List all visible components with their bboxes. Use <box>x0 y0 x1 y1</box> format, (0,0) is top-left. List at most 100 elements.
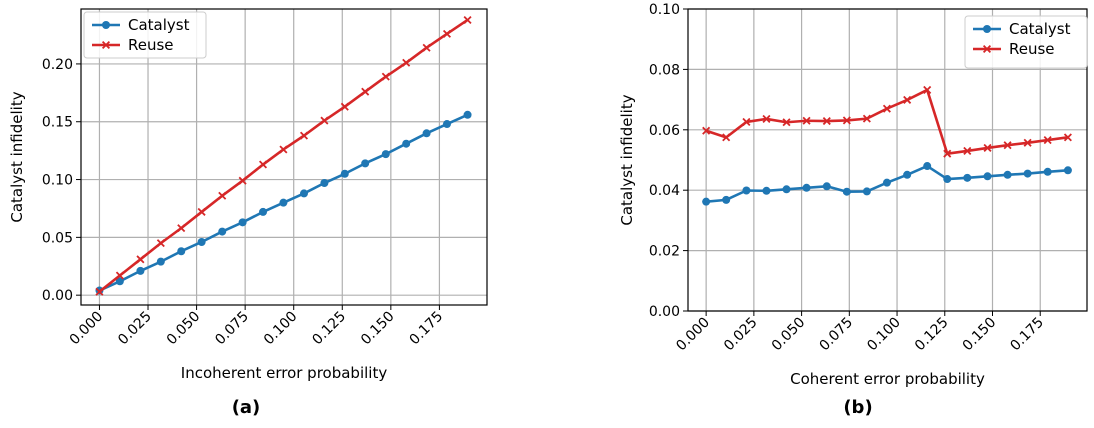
data-point <box>422 43 431 52</box>
legend-label-catalyst: Catalyst <box>1009 20 1071 38</box>
y-tick-label: 0.08 <box>649 62 680 78</box>
data-point <box>943 175 952 184</box>
legend-marker-catalyst <box>983 25 991 33</box>
x-tick-label: 0.150 <box>358 309 398 349</box>
legend-marker-reuse <box>982 44 992 54</box>
data-point <box>442 120 451 129</box>
data-point <box>136 255 145 264</box>
data-point <box>197 237 206 246</box>
series-catalyst <box>702 162 1072 206</box>
legend-label-reuse: Reuse <box>128 36 174 54</box>
x-tick-label: 0.000 <box>67 309 107 349</box>
panel-label: (b) <box>843 397 872 418</box>
data-point <box>822 182 831 191</box>
data-point <box>1023 169 1032 178</box>
legend-label-catalyst: Catalyst <box>128 16 190 34</box>
data-point <box>463 15 472 25</box>
data-point <box>802 183 811 192</box>
series-reuse <box>95 15 472 296</box>
x-tick-label: 0.025 <box>721 315 761 355</box>
y-axis-label: Catalyst infidelity <box>618 94 636 225</box>
y-tick-label: 0.20 <box>42 57 73 73</box>
data-point <box>903 95 912 104</box>
data-point <box>923 162 932 171</box>
data-point <box>742 186 751 195</box>
data-point <box>742 117 751 126</box>
data-point <box>258 160 268 169</box>
data-point <box>782 118 791 127</box>
x-tick-label: 0.100 <box>261 309 301 349</box>
x-tick-label: 0.050 <box>164 309 204 349</box>
data-point <box>402 58 411 67</box>
plot-frame <box>80 8 488 306</box>
data-point <box>702 197 711 206</box>
data-point <box>1063 133 1072 142</box>
legend-label-reuse: Reuse <box>1009 40 1055 58</box>
x-tick-label: 0.125 <box>912 315 952 355</box>
x-tick-label: 0.100 <box>864 315 904 355</box>
data-point <box>1003 141 1012 150</box>
data-point <box>156 239 165 248</box>
data-point <box>762 114 771 123</box>
legend: Catalyst Reuse <box>83 11 207 59</box>
data-point <box>963 173 972 182</box>
chart-panel-a: 0.000 0.025 0.050 0.075 0.100 0.125 0.150 0.175… <box>8 8 488 418</box>
y-tick-label: 0.10 <box>649 2 680 18</box>
data-point <box>442 29 452 38</box>
data-point <box>299 131 309 140</box>
panel-label: (a) <box>232 397 261 418</box>
x-tick-label: 0.175 <box>1007 315 1047 355</box>
data-point <box>340 102 349 111</box>
data-point <box>218 191 227 200</box>
data-point <box>197 207 206 216</box>
data-point <box>115 271 124 280</box>
y-tick-label: 0.05 <box>42 230 73 246</box>
data-point <box>279 145 288 154</box>
plot-frame <box>687 8 1088 312</box>
data-point <box>782 185 791 194</box>
legend-box <box>83 11 207 59</box>
data-point <box>300 189 309 198</box>
data-point <box>963 146 972 155</box>
y-tick-label: 0.04 <box>649 183 680 199</box>
y-tick-label: 0.15 <box>42 115 73 131</box>
data-point <box>923 85 932 94</box>
data-point <box>983 172 992 181</box>
data-point <box>177 224 186 233</box>
data-point <box>1023 138 1032 147</box>
data-point <box>402 139 411 148</box>
data-point <box>943 149 952 158</box>
data-point <box>320 116 329 125</box>
x-axis-label: Coherent error probability <box>790 370 985 388</box>
data-point <box>177 247 186 256</box>
x-tick-label: 0.175 <box>407 309 447 349</box>
data-point <box>381 150 390 159</box>
legend-marker-reuse <box>101 40 111 50</box>
series-reuse <box>702 85 1072 158</box>
data-point <box>762 186 771 195</box>
data-point <box>882 104 891 113</box>
data-point <box>702 126 711 135</box>
x-tick-label: 0.025 <box>115 309 155 349</box>
data-point <box>115 277 124 286</box>
legend: Catalyst Reuse <box>964 15 1088 69</box>
chart-panel-b: 0.000 0.025 0.050 0.075 0.100 0.125 0.150 0.175… <box>618 2 1088 418</box>
data-point <box>842 187 851 196</box>
data-point <box>862 114 871 123</box>
data-point <box>802 116 811 125</box>
x-tick-label: 0.125 <box>309 309 349 349</box>
data-point <box>320 179 329 188</box>
x-tick-label: 0.075 <box>816 315 856 355</box>
legend-marker-catalyst <box>102 21 110 29</box>
data-point <box>95 287 104 296</box>
data-point <box>156 257 165 266</box>
series-line-reuse <box>98 18 469 293</box>
data-point <box>862 187 871 196</box>
data-point <box>722 133 731 142</box>
series-line-reuse <box>705 88 1069 155</box>
data-point <box>218 227 227 236</box>
y-tick-label: 0.00 <box>649 304 680 320</box>
data-point <box>983 143 992 152</box>
